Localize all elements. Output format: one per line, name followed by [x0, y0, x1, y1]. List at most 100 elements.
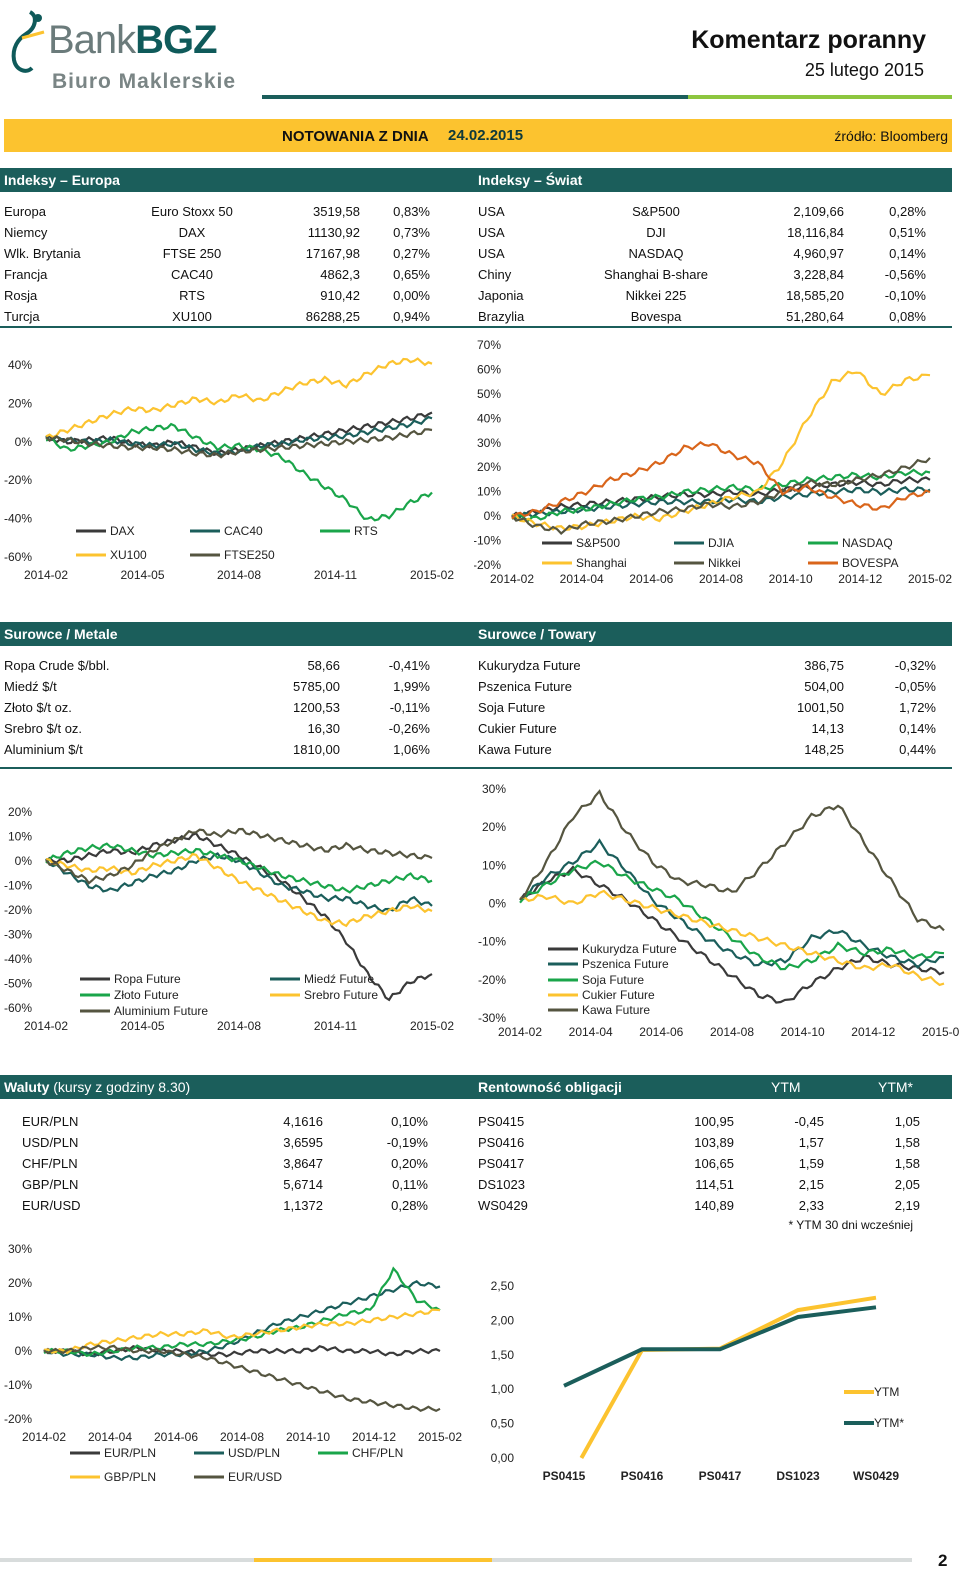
table-row: USA S&P500 2,109,66 0,28% [476, 201, 928, 222]
series-line [511, 457, 931, 536]
table-cell: Shanghai B-share [603, 267, 709, 282]
table-cell: 5785,00 [293, 679, 340, 694]
table-cell: 106,65 [694, 1156, 734, 1171]
header-rule [262, 95, 688, 99]
y-tick-label: -20% [4, 903, 32, 917]
notowania-bar: NOTOWANIA Z DNIA 24.02.2015 źródło: Bloo… [4, 119, 952, 152]
metale-chart: 20% 10% 0% -10% -20% -30% -40% -50% -60% 2014-02 2… [4, 805, 454, 1033]
table-cell: 11130,92 [307, 225, 360, 240]
legend-label: Kukurydza Future [582, 942, 677, 956]
table-cell: Aluminium $/t [4, 742, 83, 757]
x-tick-label: DS1023 [776, 1469, 820, 1483]
table-cell: 504,00 [804, 679, 844, 694]
x-tick-label: 2014-08 [217, 1019, 261, 1033]
table-cell: -0,45 [794, 1114, 824, 1129]
y-tick-label: 1,50 [491, 1348, 515, 1362]
table-cell: Turcja [4, 309, 40, 324]
x-tick-label: 2014-12 [851, 1025, 895, 1039]
table-cell: -0,11% [389, 700, 430, 715]
series-line [45, 832, 433, 1002]
y-tick-label: 10% [8, 1310, 32, 1324]
x-tick-label: 2014-02 [490, 572, 534, 586]
x-tick-label: 2014-04 [560, 572, 604, 586]
series-line [519, 859, 945, 971]
table-cell: 1,59 [798, 1156, 824, 1171]
table-cell: 2,05 [894, 1177, 920, 1192]
table-row: PS0417 106,65 1,59 1,58 [476, 1153, 922, 1174]
table-cell: Euro Stoxx 50 [151, 204, 233, 219]
legend-label: CHF/PLN [352, 1446, 403, 1460]
table-cell: USA [478, 225, 505, 240]
swiat-separator [474, 326, 952, 328]
metale-table: Ropa Crude $/bbl. 58,66 -0,41% Miedź $/t 578… [2, 655, 432, 760]
x-tick-label: PS0417 [699, 1469, 742, 1483]
table-cell: 1200,53 [293, 700, 340, 715]
table-cell: Miedź $/t [4, 679, 57, 694]
series-line [45, 411, 433, 457]
y-tick-label: 0,00 [491, 1451, 515, 1465]
logo-subtitle: Biuro Maklerskie [52, 70, 237, 93]
table-cell: 0,65% [393, 267, 430, 282]
obligacje-col-ytm: YTM [771, 1079, 801, 1095]
legend-label: EUR/USD [228, 1470, 282, 1484]
table-cell: 0,14% [889, 246, 926, 261]
table-cell: 3,228,84 [793, 267, 844, 282]
y-tick-label: 20% [477, 460, 501, 474]
y-tick-label: 30% [8, 1242, 32, 1256]
table-row: CHF/PLN 3,8647 0,20% [20, 1153, 430, 1174]
y-tick-label: 30% [482, 782, 506, 796]
logo-bgz-text: BGZ [135, 18, 217, 62]
y-tick-label: -10% [474, 534, 501, 548]
y-tick-label: -10% [4, 1378, 32, 1392]
x-tick-label: 2014-04 [88, 1430, 132, 1444]
table-cell: Srebro $/t oz. [4, 721, 83, 736]
x-tick-label: 2014-06 [629, 572, 673, 586]
table-cell: PS0417 [478, 1156, 525, 1171]
x-tick-label: 2014-02 [498, 1025, 542, 1039]
y-tick-label: -20% [4, 1412, 32, 1426]
series-line [511, 486, 931, 520]
legend-label: NASDAQ [842, 536, 893, 550]
table-cell: Bovespa [630, 309, 682, 324]
table-cell: WS0429 [478, 1198, 528, 1213]
table-cell: 1,05 [894, 1114, 920, 1129]
metale-separator [0, 767, 474, 769]
table-cell: Chiny [478, 267, 512, 282]
table-row: Ropa Crude $/bbl. 58,66 -0,41% [2, 655, 432, 676]
table-cell: -0,41% [388, 658, 430, 673]
table-cell: Soja Future [478, 700, 546, 715]
series-line [519, 889, 945, 987]
europa-table: Europa Euro Stoxx 50 3519,58 0,83% Niemcy DAX… [2, 201, 432, 327]
table-cell: 0,10% [391, 1114, 428, 1129]
x-tick-label: 2014-08 [710, 1025, 754, 1039]
legend-label: Ropa Future [114, 972, 181, 986]
x-tick-label: 2015-02 [410, 568, 454, 582]
x-tick-label: 2015-02 [908, 572, 952, 586]
obligacje-col-ytm-star: YTM* [878, 1079, 913, 1095]
towary-table: Kukurydza Future 386,75 -0,32% Pszenica Fut… [476, 655, 938, 760]
legend-label: Soja Future [582, 973, 644, 987]
table-cell: -0,26% [388, 721, 430, 736]
x-tick-label: 2014-10 [781, 1025, 825, 1039]
table-row: Rosja RTS 910,42 0,00% [2, 285, 432, 306]
obligacje-table: PS0415 100,95 -0,45 1,05 PS0416 103,89 1,57 1,5… [476, 1111, 922, 1216]
legend-label: YTM [874, 1385, 899, 1399]
table-cell: 0,08% [889, 309, 926, 324]
table-cell: USA [478, 204, 505, 219]
table-cell: Kawa Future [478, 742, 552, 757]
swiat-header: Indeksy – Świat [474, 168, 952, 192]
table-cell: -0,05% [894, 679, 936, 694]
legend-label: XU100 [110, 548, 147, 562]
table-cell: 86288,25 [305, 309, 360, 324]
table-cell: 16,30 [307, 721, 340, 736]
table-cell: 0,11% [392, 1177, 428, 1192]
europa-header: Indeksy – Europa [0, 168, 474, 192]
footer-rule-right [492, 1558, 912, 1562]
table-cell: 1,06% [393, 742, 430, 757]
table-cell: Francja [4, 267, 48, 282]
table-row: Pszenica Future 504,00 -0,05% [476, 676, 938, 697]
table-cell: 0,00% [393, 288, 430, 303]
notowania-date: 24.02.2015 [448, 127, 524, 144]
y-tick-label: 60% [477, 362, 501, 376]
notowania-source: źródło: Bloomberg [834, 128, 948, 144]
